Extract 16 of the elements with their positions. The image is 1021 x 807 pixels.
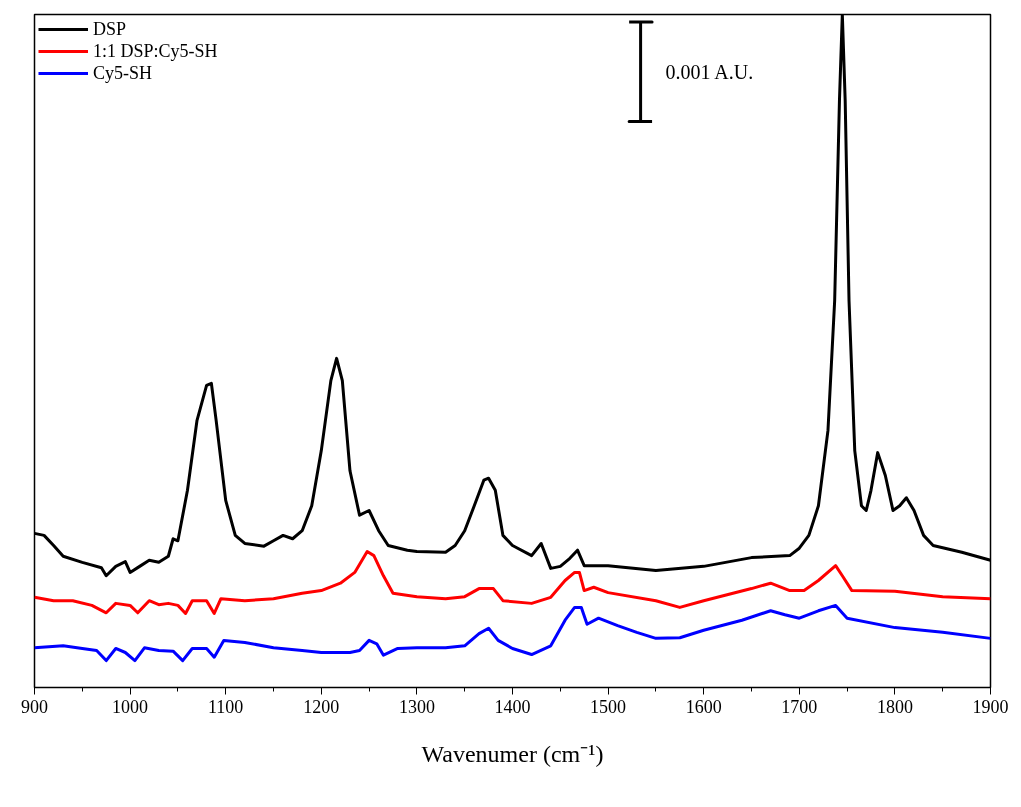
x-tick-label: 900 [21,696,48,717]
x-tick-label: 1700 [781,696,818,717]
x-tick-label: 1200 [303,696,340,717]
x-axis-title: Wavenumer (cm⁻¹) [421,740,604,767]
x-tick-label: 1100 [208,696,244,717]
x-tick-label: 1300 [398,696,435,717]
x-tick-label: 1000 [112,696,149,717]
x-tick-label: 1500 [590,696,627,717]
annotation: 0.001 A.U. [665,60,754,83]
legend-label: Cy5-SH [93,62,153,84]
x-tick-label: 1900 [972,696,1009,717]
x-tick-label: 1800 [876,696,913,717]
legend-label: 1:1 DSP:Cy5-SH [93,40,218,62]
x-tick-label: 1600 [685,696,722,717]
x-tick-label: 1400 [494,696,531,717]
legend-label: DSP [93,18,127,40]
